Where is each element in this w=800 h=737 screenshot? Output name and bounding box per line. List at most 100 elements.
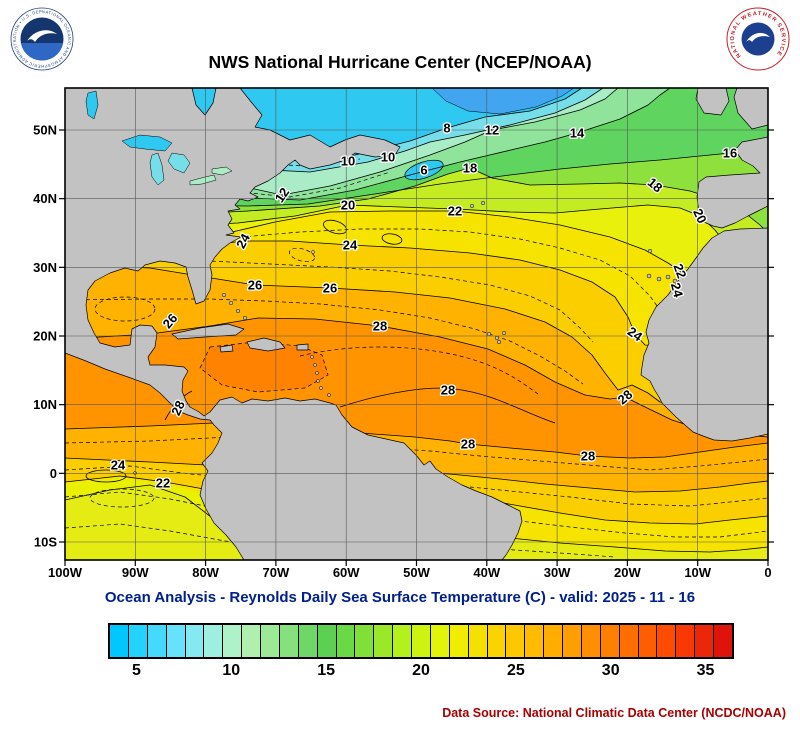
- colorbar-labels: 5 10 15 20 25 30 35: [108, 662, 734, 686]
- britain-land: [733, 88, 768, 130]
- contour-label: 28: [581, 449, 595, 464]
- colorbar-cell: [204, 625, 224, 657]
- x-axis-labels: 100W 90W 80W 70W 60W 50W 40W 30W 20W 10W 0: [48, 565, 772, 580]
- puerto-rico-land: [296, 343, 309, 351]
- x-tick-label: 100W: [48, 565, 83, 580]
- axis-ticks: [59, 129, 774, 566]
- colorbar-tick-label: 15: [317, 662, 336, 679]
- noaa-gull-icon: [27, 30, 57, 42]
- x-tick-label: 0: [764, 565, 771, 580]
- colorbar-cell: [449, 625, 469, 657]
- colorbar-tick-label: 35: [696, 662, 715, 679]
- x-tick-label: 40W: [473, 565, 500, 580]
- colorbar-cell: [374, 625, 394, 657]
- landmasses: [65, 88, 768, 560]
- colorbar-cell: [581, 625, 601, 657]
- colorbar-cell: [336, 625, 356, 657]
- colorbar-cell: [261, 625, 280, 657]
- colorbar-cell: [638, 625, 658, 657]
- grid-lines: [65, 88, 768, 560]
- contour-label: 12: [485, 123, 499, 138]
- colorbar-cell: [544, 625, 563, 657]
- colorbar-cell: [317, 625, 337, 657]
- contour-label: 26: [323, 281, 337, 296]
- colorbar-cell: [525, 625, 545, 657]
- colorbar-cell: [223, 625, 243, 657]
- colorbar-cell: [657, 625, 677, 657]
- nws-logo: NATIONAL WEATHER SERVICE: [726, 7, 790, 71]
- contour-label: 22: [448, 204, 462, 219]
- page-title: NWS National Hurricane Center (NCEP/NOAA…: [208, 52, 592, 72]
- cuba-land: [171, 323, 245, 340]
- colorbar-cell: [600, 625, 620, 657]
- colorbar-cell: [298, 625, 318, 657]
- contour-label: 26: [248, 278, 262, 293]
- noaa-logo: NATIONAL OCEANIC AND ATMOSPHERIC ADMINIS…: [10, 7, 74, 71]
- ireland-land: [695, 88, 730, 116]
- y-tick-label: 50N: [33, 123, 57, 138]
- great-lakes: [85, 90, 233, 186]
- x-tick-label: 20W: [614, 565, 641, 580]
- iberia-land: [696, 136, 768, 229]
- contour-label: 22: [670, 262, 689, 281]
- contour-label: 20: [341, 198, 355, 213]
- colorbar-cell: [166, 625, 186, 657]
- x-tick-label: 70W: [263, 565, 290, 580]
- colorbar-cell: [355, 625, 375, 657]
- colorbar-cell: [185, 625, 205, 657]
- contour-label: 18: [463, 161, 477, 176]
- colorbar-tick-label: 20: [412, 662, 430, 679]
- nws-gull-icon: [746, 32, 770, 42]
- colorbar-cell: [695, 625, 714, 657]
- contour-label: 28: [461, 437, 475, 452]
- contour-label: 14: [570, 126, 585, 141]
- north-south-america-land: [65, 88, 523, 560]
- colorbar: [108, 623, 734, 659]
- y-tick-label: 30N: [33, 260, 57, 275]
- y-axis-labels: 50N 40N 30N 20N 10N 0 10S: [33, 123, 57, 550]
- nws-logo-disc: [741, 22, 775, 56]
- hispaniola-land: [246, 337, 286, 352]
- colorbar-cell: [393, 625, 412, 657]
- x-tick-label: 10W: [684, 565, 711, 580]
- noaa-logo-sea: [20, 43, 64, 61]
- colorbar-cell: [430, 625, 450, 657]
- colorbar-cell: [714, 625, 732, 657]
- small-islands: [133, 200, 678, 475]
- colorbar-cell: [110, 625, 129, 657]
- colorbar-tick-label: 10: [222, 662, 241, 679]
- contour-label: 10: [341, 154, 355, 169]
- x-tick-label: 30W: [544, 565, 571, 580]
- contour-label: 28: [373, 319, 387, 334]
- sst-map: 100W 90W 80W 70W 60W 50W 40W 30W 20W 10W 0 50N 40N 3…: [33, 87, 774, 580]
- x-tick-label: 50W: [403, 565, 430, 580]
- colorbar-tick-label: 30: [601, 662, 620, 679]
- y-tick-label: 20N: [33, 329, 57, 344]
- colorbar-cell: [412, 625, 431, 657]
- contour-label: 24: [343, 238, 358, 253]
- colorbar-tick-label: 25: [506, 662, 525, 679]
- contour-label: 16: [723, 146, 737, 161]
- y-tick-label: 40N: [33, 191, 57, 206]
- contour-label: 8: [443, 121, 450, 136]
- y-tick-label: 10S: [34, 535, 57, 550]
- colorbar-tick-label: 5: [132, 662, 141, 679]
- contour-label: 24: [111, 458, 126, 473]
- africa-land: [640, 227, 768, 442]
- colorbar-cell: [128, 625, 148, 657]
- contour-label: 22: [156, 476, 170, 491]
- y-tick-label: 0: [50, 466, 57, 481]
- contour-label: 6: [420, 163, 427, 178]
- colorbar-cell: [563, 625, 582, 657]
- colorbar-cell: [242, 625, 261, 657]
- colorbar-cell: [468, 625, 488, 657]
- map-caption: Ocean Analysis - Reynolds Daily Sea Surf…: [104, 589, 696, 606]
- colorbar-cell: [487, 625, 507, 657]
- x-tick-label: 60W: [333, 565, 360, 580]
- colorbar-cell: [619, 625, 639, 657]
- y-tick-label: 10N: [33, 397, 57, 412]
- colorbar-cell: [147, 625, 167, 657]
- contour-label: 28: [441, 383, 455, 398]
- data-source-note: Data Source: National Climatic Data Cent…: [442, 706, 786, 720]
